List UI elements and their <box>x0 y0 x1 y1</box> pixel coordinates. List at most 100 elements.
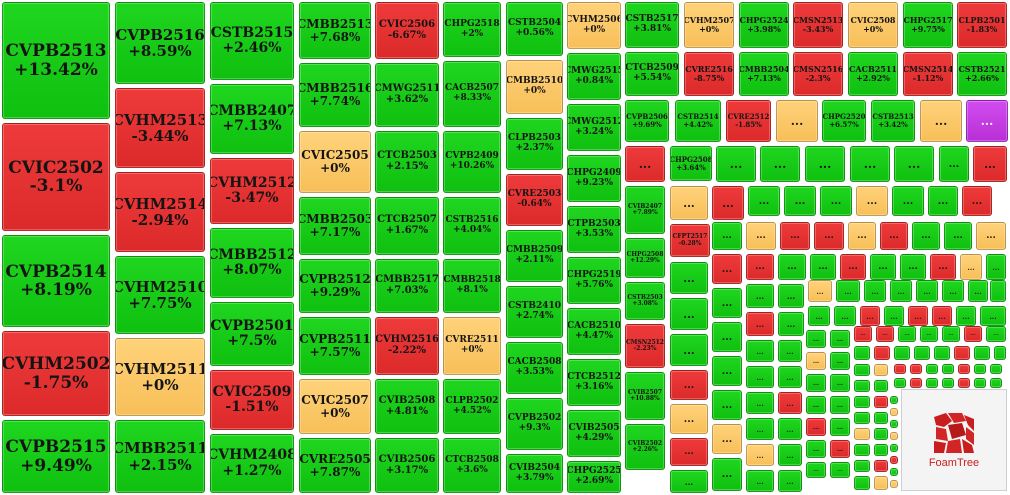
treemap-cell-collapsed[interactable]: ... <box>712 322 742 352</box>
treemap-cell-collapsed[interactable] <box>990 280 1006 302</box>
treemap-cell-collapsed[interactable]: ... <box>778 340 802 362</box>
treemap-cell[interactable]: CHPG2508 +3.64% <box>670 146 712 181</box>
treemap-cell-collapsed[interactable]: ... <box>778 284 804 308</box>
treemap-cell-collapsed[interactable] <box>990 364 1002 374</box>
treemap-cell[interactable]: CMBB2511 +2.15% <box>115 420 205 493</box>
treemap-cell[interactable]: CFPT2517 -0.28% <box>670 224 710 257</box>
treemap-cell[interactable]: CSTB2504 +0.56% <box>506 2 563 56</box>
treemap-cell-collapsed[interactable] <box>910 364 922 374</box>
treemap-cell-collapsed[interactable] <box>990 378 1002 388</box>
treemap-cell[interactable]: CHPG2519 +5.76% <box>567 257 621 304</box>
treemap-cell-collapsed[interactable] <box>874 380 888 392</box>
treemap-cell[interactable]: CVRE2503 -0.64% <box>506 174 563 226</box>
treemap-cell-collapsed[interactable]: ... <box>976 222 1006 250</box>
treemap-cell[interactable]: CLPB2501 -1.83% <box>957 2 1007 48</box>
treemap-cell-collapsed[interactable] <box>874 412 888 424</box>
treemap-cell-collapsed[interactable]: ... <box>746 418 774 440</box>
treemap-cell-collapsed[interactable]: ... <box>810 254 836 280</box>
treemap-cell[interactable]: CACB2507 +8.33% <box>443 61 501 127</box>
treemap-cell-collapsed[interactable] <box>942 364 954 374</box>
treemap-cell-collapsed[interactable] <box>894 378 906 388</box>
treemap-cell-collapsed[interactable]: ... <box>854 326 872 342</box>
treemap-cell-collapsed[interactable] <box>926 378 938 388</box>
treemap-cell[interactable]: CVIB2506 +3.17% <box>375 438 439 493</box>
treemap-cell-collapsed[interactable] <box>890 420 898 428</box>
treemap-cell-collapsed[interactable]: ... <box>930 254 956 280</box>
treemap-cell-collapsed[interactable]: ... <box>712 186 744 220</box>
treemap-cell-collapsed[interactable]: ... <box>942 280 964 302</box>
treemap-cell-collapsed[interactable]: ... <box>986 326 1006 342</box>
treemap-cell[interactable]: CVHM2513 -3.44% <box>115 88 205 168</box>
treemap-cell[interactable]: CVIC2509 -1.51% <box>210 370 294 430</box>
treemap-cell[interactable]: CVPB2512 +9.29% <box>299 259 371 313</box>
treemap-cell[interactable]: CVIC2505 +0% <box>299 131 371 193</box>
treemap-cell-collapsed[interactable]: ... <box>964 326 982 342</box>
treemap-cell[interactable]: CSTB2514 +4.42% <box>675 100 721 142</box>
treemap-cell-collapsed[interactable] <box>910 378 922 388</box>
treemap-cell-collapsed[interactable] <box>890 396 898 404</box>
treemap-cell[interactable]: CTCB2509 +5.54% <box>625 52 679 96</box>
treemap-cell[interactable]: CVIB2502 +2.26% <box>625 424 665 470</box>
treemap-cell-collapsed[interactable] <box>890 456 898 464</box>
treemap-cell-collapsed[interactable]: ... <box>960 254 982 280</box>
treemap-cell-collapsed[interactable]: ... <box>806 374 826 392</box>
treemap-cell[interactable]: CMWG2512 +3.24% <box>567 104 621 151</box>
treemap-cell[interactable]: CVIC2502 -3.1% <box>2 123 110 231</box>
treemap-cell-collapsed[interactable]: ... <box>944 222 972 250</box>
treemap-cell[interactable]: CVIB2508 +4.81% <box>375 379 439 434</box>
treemap-cell-collapsed[interactable] <box>890 480 898 488</box>
treemap-cell[interactable]: CMBB2513 +7.68% <box>299 2 371 59</box>
treemap-cell-collapsed[interactable]: ... <box>900 254 926 280</box>
treemap-cell[interactable]: CVHM2512 -3.47% <box>210 158 294 224</box>
treemap-cell-collapsed[interactable]: ... <box>884 306 904 326</box>
treemap-cell-collapsed[interactable]: ... <box>780 222 810 250</box>
treemap-cell-collapsed[interactable]: ... <box>778 470 802 492</box>
treemap-cell[interactable]: CSTB2503 +3.08% <box>625 282 665 320</box>
treemap-cell-collapsed[interactable]: ... <box>746 444 774 466</box>
treemap-cell-collapsed[interactable] <box>890 468 898 476</box>
treemap-cell-collapsed[interactable]: ... <box>850 146 890 182</box>
treemap-cell[interactable]: CHPG2524 +3.98% <box>739 2 789 48</box>
treemap-cell[interactable]: CMSN2513 -3.43% <box>793 2 843 48</box>
treemap-cell-collapsed[interactable] <box>890 432 898 440</box>
treemap-cell[interactable]: CVPB2513 +13.42% <box>2 2 110 119</box>
treemap-cell[interactable]: CVPB2516 +8.59% <box>115 2 205 84</box>
treemap-cell[interactable]: CVPB2501 +7.5% <box>210 302 294 366</box>
treemap-cell[interactable]: CVPB2515 +9.49% <box>2 420 110 493</box>
treemap-cell-collapsed[interactable]: ... <box>834 306 856 326</box>
treemap-cell[interactable]: CTCB2503 +2.15% <box>375 131 439 193</box>
treemap-cell[interactable]: CHPG2518 +2% <box>443 2 501 57</box>
treemap-cell-collapsed[interactable] <box>874 460 888 472</box>
treemap-cell-collapsed[interactable] <box>874 364 888 376</box>
treemap-cell[interactable]: CMBB2512 +8.07% <box>210 228 294 298</box>
treemap-cell-collapsed[interactable]: ... <box>746 470 774 492</box>
treemap-cell-collapsed[interactable]: ... <box>916 280 938 302</box>
treemap-cell[interactable]: CVPB2409 +10.26% <box>443 131 501 193</box>
treemap-cell-collapsed[interactable] <box>874 476 888 490</box>
treemap-cell-collapsed[interactable] <box>974 364 986 374</box>
treemap-cell-collapsed[interactable]: ... <box>778 392 802 414</box>
treemap-cell-collapsed[interactable]: ... <box>670 334 708 366</box>
treemap-cell-collapsed[interactable] <box>954 346 970 360</box>
treemap-cell-collapsed[interactable]: ... <box>962 186 992 216</box>
treemap-cell-collapsed[interactable] <box>890 444 898 452</box>
treemap-cell[interactable]: CVHM2516 -2.22% <box>375 317 439 375</box>
treemap-cell[interactable]: CMBB2407 +7.13% <box>210 84 294 154</box>
treemap-cell[interactable]: CSTB2410 +2.74% <box>506 286 563 338</box>
treemap-cell[interactable]: CVRE2511 +0% <box>443 317 501 375</box>
treemap-cell-collapsed[interactable]: ... <box>760 146 800 182</box>
treemap-cell-collapsed[interactable] <box>874 346 890 360</box>
treemap-cell[interactable]: CMSN2512 -2.23% <box>625 324 665 368</box>
treemap-cell[interactable]: CVPB2514 +8.19% <box>2 235 110 327</box>
treemap-cell[interactable]: CVHM2514 -2.94% <box>115 172 205 252</box>
treemap-cell-collapsed[interactable]: ... <box>890 280 912 302</box>
treemap-cell[interactable]: CSTB2521 +2.66% <box>957 52 1007 96</box>
treemap-cell[interactable]: CSTB2517 +3.81% <box>625 2 679 48</box>
treemap-cell[interactable]: CVIC2507 +0% <box>299 379 371 434</box>
treemap-cell-collapsed[interactable] <box>854 412 870 424</box>
treemap-cell-collapsed[interactable]: ... <box>778 312 804 336</box>
treemap-cell[interactable]: CACB2508 +3.53% <box>506 342 563 394</box>
treemap-cell-collapsed[interactable] <box>974 346 990 360</box>
treemap-cell[interactable]: CVIB2504 +3.79% <box>506 454 563 493</box>
